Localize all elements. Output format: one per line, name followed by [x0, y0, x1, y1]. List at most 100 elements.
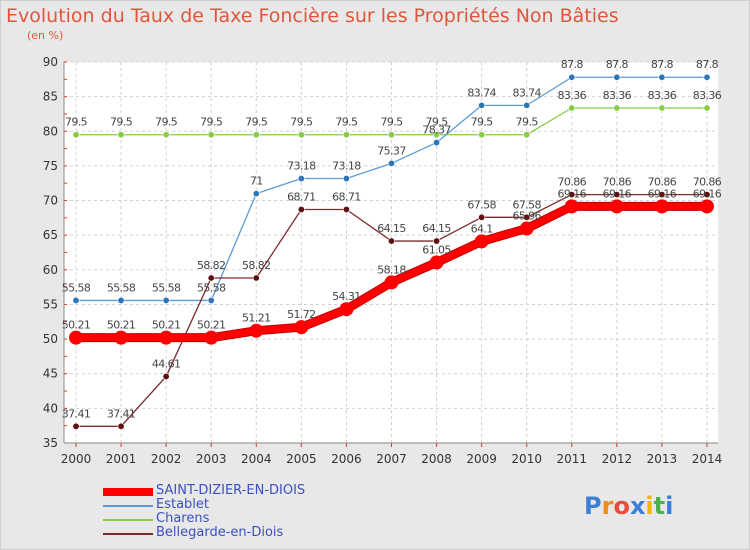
legend-swatch	[103, 519, 153, 521]
x-tick-label: 2003	[196, 452, 227, 466]
data-label-establet: 73.18	[287, 160, 316, 173]
y-tick-label: 55	[43, 297, 58, 311]
data-point-saint-dizier-en-diois	[654, 199, 669, 214]
data-label-saint-dizier-en-diois: 61.05	[422, 244, 451, 257]
data-point-bellegarde-en-diois	[117, 422, 125, 430]
data-point-saint-dizier-en-diois	[564, 199, 579, 214]
data-point-bellegarde-en-diois	[387, 237, 395, 245]
y-tick-label: 40	[43, 401, 58, 415]
x-tick-label: 2000	[61, 452, 92, 466]
data-label-bellegarde-en-diois: 70.86	[693, 176, 722, 189]
data-point-charens	[523, 131, 531, 139]
data-point-bellegarde-en-diois	[568, 191, 576, 199]
logo-letter: i	[665, 492, 674, 520]
data-point-bellegarde-en-diois	[297, 205, 305, 213]
data-label-charens: 79.5	[155, 116, 178, 129]
y-tick-label: 50	[43, 332, 58, 346]
data-point-establet	[703, 73, 711, 81]
data-point-bellegarde-en-diois	[342, 205, 350, 213]
data-label-charens: 79.5	[335, 116, 358, 129]
data-point-charens	[703, 104, 711, 112]
data-label-bellegarde-en-diois: 70.86	[603, 176, 632, 189]
data-label-saint-dizier-en-diois: 64.1	[471, 222, 493, 235]
data-point-establet	[478, 101, 486, 109]
data-label-bellegarde-en-diois: 37.41	[107, 407, 136, 420]
data-point-charens	[117, 131, 125, 139]
data-label-saint-dizier-en-diois: 50.21	[152, 319, 181, 332]
data-point-establet	[252, 190, 260, 198]
data-point-bellegarde-en-diois	[207, 274, 215, 282]
data-point-charens	[568, 104, 576, 112]
x-tick-label: 2010	[511, 452, 542, 466]
data-point-charens	[297, 131, 305, 139]
data-label-bellegarde-en-diois: 58.82	[197, 259, 226, 272]
legend-label: Charens	[156, 511, 210, 526]
legend-label: Establet	[156, 497, 210, 512]
data-point-bellegarde-en-diois	[252, 274, 260, 282]
data-point-saint-dizier-en-diois	[159, 330, 174, 345]
data-label-saint-dizier-en-diois: 69.16	[693, 187, 722, 200]
data-label-saint-dizier-en-diois: 50.21	[197, 319, 226, 332]
data-label-establet: 87.8	[606, 58, 629, 71]
data-point-establet	[117, 296, 125, 304]
data-point-charens	[433, 131, 441, 139]
data-label-establet: 71	[250, 175, 263, 188]
data-label-bellegarde-en-diois: 37.41	[62, 407, 91, 420]
data-point-saint-dizier-en-diois	[294, 320, 309, 335]
logo-letter: i	[645, 492, 654, 520]
data-point-establet	[658, 73, 666, 81]
data-label-bellegarde-en-diois: 58.82	[242, 259, 271, 272]
data-label-bellegarde-en-diois: 67.58	[512, 198, 541, 211]
data-label-saint-dizier-en-diois: 54.31	[332, 290, 361, 303]
data-label-charens: 83.36	[648, 89, 677, 102]
legend-label: SAINT-DIZIER-EN-DIOIS	[156, 483, 306, 498]
data-point-bellegarde-en-diois	[72, 422, 80, 430]
data-label-charens: 79.5	[426, 116, 449, 129]
logo-letter: P	[584, 492, 602, 520]
data-label-bellegarde-en-diois: 64.15	[377, 222, 406, 235]
x-tick-label: 2005	[286, 452, 317, 466]
data-label-establet: 87.8	[561, 58, 584, 71]
data-point-bellegarde-en-diois	[658, 191, 666, 199]
data-label-bellegarde-en-diois: 70.86	[558, 176, 587, 189]
data-label-bellegarde-en-diois: 68.71	[287, 190, 316, 203]
data-label-saint-dizier-en-diois: 50.21	[107, 319, 136, 332]
data-label-charens: 79.5	[471, 116, 494, 129]
data-label-establet: 75.37	[377, 144, 406, 157]
legend-swatch	[103, 533, 153, 535]
proxiti-logo: Proxiti	[584, 492, 673, 520]
data-label-bellegarde-en-diois: 70.86	[648, 176, 677, 189]
data-point-saint-dizier-en-diois	[609, 199, 624, 214]
data-point-establet	[72, 296, 80, 304]
y-tick-label: 90	[43, 55, 58, 69]
logo-letter: t	[653, 492, 666, 520]
x-tick-label: 2012	[602, 452, 633, 466]
chart-title: Evolution du Taux de Taxe Foncière sur l…	[6, 5, 619, 27]
data-point-establet	[433, 139, 441, 147]
data-label-bellegarde-en-diois: 44.61	[152, 357, 181, 370]
data-point-establet	[613, 73, 621, 81]
x-tick-label: 2009	[466, 452, 497, 466]
data-point-bellegarde-en-diois	[433, 237, 441, 245]
data-label-establet: 55.58	[152, 281, 181, 294]
data-label-establet: 78.37	[422, 124, 451, 137]
y-tick-label: 80	[43, 124, 58, 138]
data-point-charens	[658, 104, 666, 112]
y-tick-label: 65	[43, 228, 58, 242]
data-label-establet: 83.74	[467, 86, 496, 99]
data-point-establet	[207, 296, 215, 304]
data-point-saint-dizier-en-diois	[249, 323, 264, 338]
data-point-establet	[297, 175, 305, 183]
data-label-establet: 55.58	[197, 281, 226, 294]
x-tick-label: 2001	[106, 452, 137, 466]
data-point-charens	[162, 131, 170, 139]
data-point-saint-dizier-en-diois	[429, 255, 444, 270]
x-tick-label: 2008	[421, 452, 452, 466]
y-tick-label: 85	[43, 90, 58, 104]
data-point-saint-dizier-en-diois	[339, 302, 354, 317]
data-point-saint-dizier-en-diois	[519, 221, 534, 236]
data-point-bellegarde-en-diois	[162, 372, 170, 380]
data-point-saint-dizier-en-diois	[114, 330, 129, 345]
